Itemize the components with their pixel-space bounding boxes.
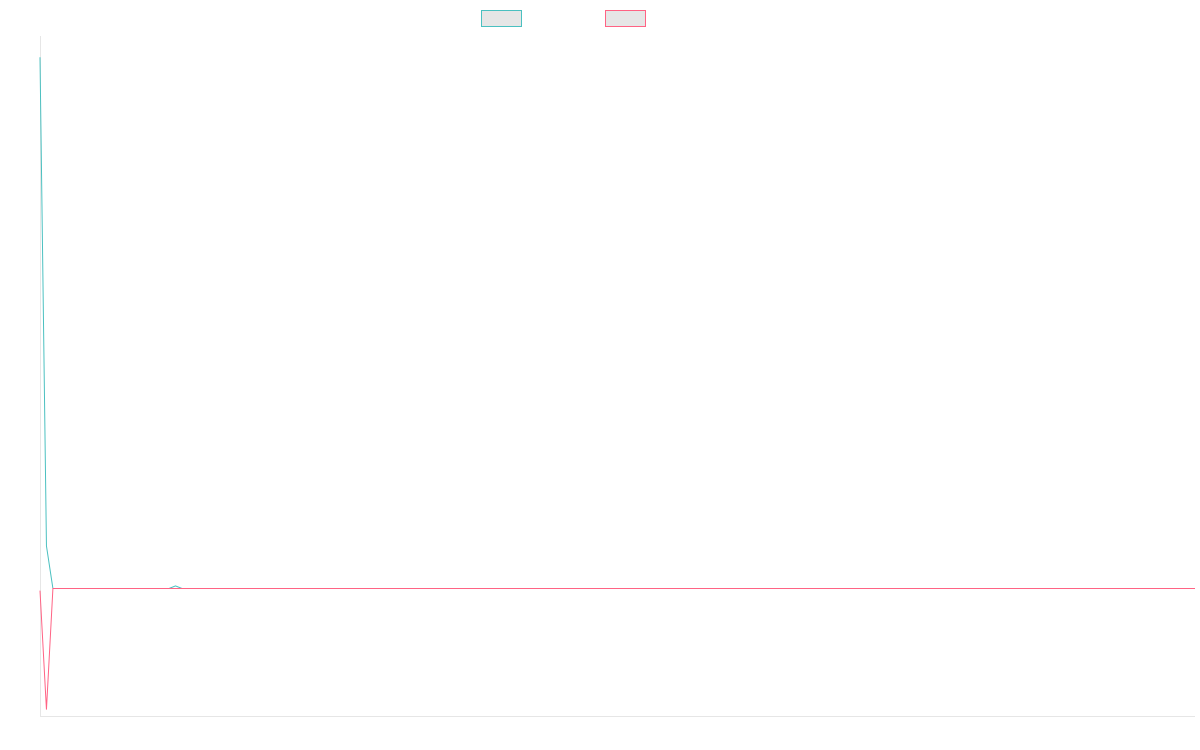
legend-swatch-1[interactable] — [481, 10, 522, 27]
series-line-2 — [39, 588, 1195, 710]
legend — [481, 10, 646, 27]
series-line-1 — [39, 57, 1195, 589]
plot-series — [39, 57, 1195, 710]
legend-swatch-2[interactable] — [605, 10, 646, 27]
